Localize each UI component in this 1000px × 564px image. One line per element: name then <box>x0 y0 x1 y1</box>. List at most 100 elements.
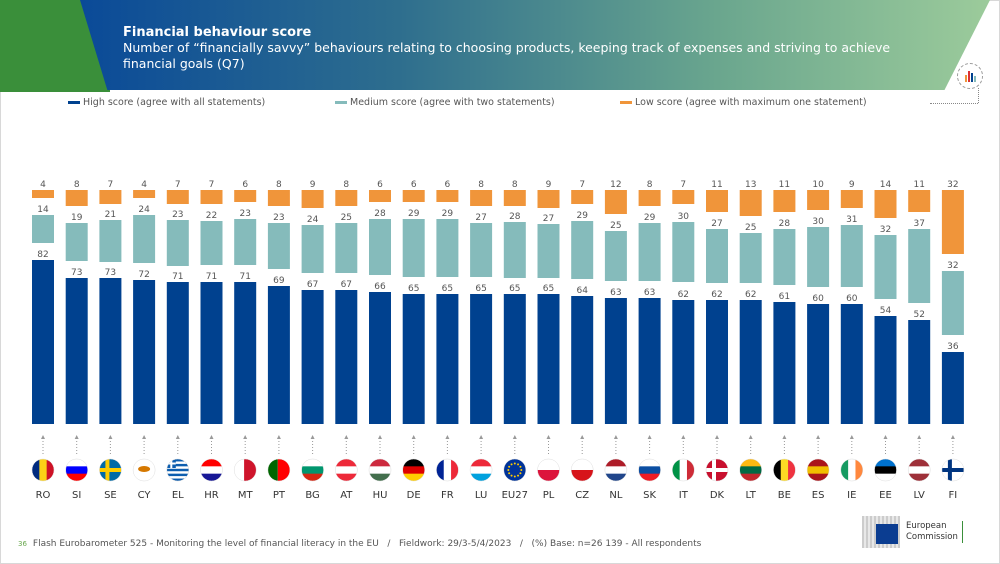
arrow-up-icon <box>917 435 922 439</box>
data-label-low-HU: 6 <box>377 180 383 190</box>
flag-icon-ES <box>806 458 830 482</box>
logo-text: Commission <box>906 532 958 542</box>
arrow-up-icon <box>715 435 719 439</box>
bar-medium-RO <box>32 215 54 243</box>
bar-high-PL <box>537 294 560 424</box>
data-label-low-NL: 12 <box>610 180 621 190</box>
arrow-up-icon <box>849 435 854 439</box>
data-label-low-CY: 4 <box>141 180 147 190</box>
bar-medium-EE <box>874 235 897 299</box>
category-label-BE: BE <box>778 490 791 501</box>
bar-high-HR <box>200 282 223 424</box>
flag-icon-EU27 <box>503 458 527 482</box>
data-label-medium-LV: 37 <box>913 219 924 229</box>
connector-line <box>978 88 979 103</box>
data-label-low-EL: 7 <box>175 180 181 190</box>
european-commission-logo: European Commission <box>862 516 963 548</box>
data-label-high-BE: 61 <box>779 292 790 302</box>
data-label-medium-DK: 27 <box>711 219 722 229</box>
flag-icon-AT <box>335 458 358 482</box>
data-label-high-CZ: 64 <box>576 286 588 296</box>
bar-medium-DK <box>706 229 728 283</box>
bar-low-AT <box>335 190 358 206</box>
flag-icon-EE <box>874 458 897 482</box>
data-label-low-BG: 9 <box>310 180 316 190</box>
data-label-high-FI: 36 <box>947 342 959 352</box>
data-label-high-FR: 65 <box>442 284 453 294</box>
bar-medium-SE <box>99 220 122 262</box>
arrow-up-icon <box>479 435 484 439</box>
connector-line <box>930 103 978 104</box>
bar-high-HU <box>369 292 391 424</box>
bar-medium-LV <box>908 229 931 303</box>
data-label-low-IT: 7 <box>680 180 686 190</box>
arrow-up-icon <box>276 435 281 439</box>
data-label-medium-EL: 23 <box>172 210 183 220</box>
category-label-CZ: CZ <box>575 490 589 501</box>
bar-chart-icon <box>957 63 983 89</box>
category-label-DE: DE <box>407 490 421 501</box>
bar-medium-SI <box>65 223 88 261</box>
arrow-up-icon <box>74 435 79 439</box>
data-label-high-AT: 67 <box>341 280 352 290</box>
bar-high-PT <box>267 286 290 424</box>
data-label-high-HU: 66 <box>374 282 386 292</box>
banner-gradient <box>80 0 990 90</box>
category-label-PL: PL <box>543 490 555 501</box>
data-label-medium-HU: 28 <box>374 209 386 219</box>
data-label-high-EU27: 65 <box>509 284 520 294</box>
flag-icon-PT <box>267 458 291 482</box>
bar-low-LT <box>739 190 762 216</box>
category-label-MT: MT <box>238 490 254 501</box>
data-label-high-DK: 62 <box>711 290 722 300</box>
bar-high-LV <box>908 320 931 424</box>
arrow-up-icon <box>580 435 585 439</box>
flag-icon-IE <box>840 458 864 482</box>
category-label-NL: NL <box>609 490 622 501</box>
bar-low-DK <box>706 190 728 212</box>
bar-low-SK <box>638 190 661 206</box>
flag-icon-BE <box>773 458 796 482</box>
arrow-up-icon <box>782 435 787 439</box>
bar-medium-IT <box>672 222 695 282</box>
bar-high-RO <box>32 260 54 424</box>
flag-icon-PL <box>537 458 560 482</box>
bar-medium-PL <box>537 224 560 278</box>
bar-medium-SK <box>638 223 661 281</box>
bar-low-BE <box>773 190 796 212</box>
flag-icon-CZ <box>570 458 594 482</box>
bar-high-LT <box>739 300 762 424</box>
data-label-low-RO: 4 <box>40 180 46 190</box>
category-label-ES: ES <box>812 490 825 501</box>
arrow-up-icon <box>209 435 214 439</box>
flag-icon-HU <box>368 458 392 482</box>
data-label-low-BE: 11 <box>779 180 790 190</box>
bar-medium-NL <box>604 231 627 281</box>
arrow-up-icon <box>883 435 888 439</box>
arrow-up-icon <box>41 435 45 439</box>
logo-text: European <box>906 521 947 531</box>
arrow-up-icon <box>243 435 248 439</box>
bar-high-DE <box>402 294 425 424</box>
category-label-HR: HR <box>204 490 219 501</box>
bar-medium-CZ <box>571 221 594 279</box>
data-label-high-HR: 71 <box>206 272 217 282</box>
data-label-high-SI: 73 <box>71 268 82 278</box>
data-label-medium-CY: 24 <box>138 205 150 215</box>
flag-icon-LT <box>739 458 762 482</box>
data-label-low-DK: 11 <box>711 180 722 190</box>
data-label-high-NL: 63 <box>610 288 621 298</box>
arrow-up-icon <box>613 435 618 439</box>
bar-low-PL <box>537 190 560 208</box>
footer-source: Flash Eurobarometer 525 - Monitoring the… <box>32 539 702 549</box>
data-label-medium-FR: 29 <box>442 209 454 219</box>
category-label-EU27: EU27 <box>502 490 528 501</box>
bar-low-BG <box>301 190 324 208</box>
data-label-low-SE: 7 <box>108 180 114 190</box>
arrow-up-icon <box>175 435 180 439</box>
data-label-low-HR: 7 <box>209 180 215 190</box>
data-label-high-LT: 62 <box>745 290 756 300</box>
flag-icon-SK <box>638 458 661 482</box>
data-label-medium-BG: 24 <box>307 215 319 225</box>
data-label-medium-PL: 27 <box>543 214 554 224</box>
